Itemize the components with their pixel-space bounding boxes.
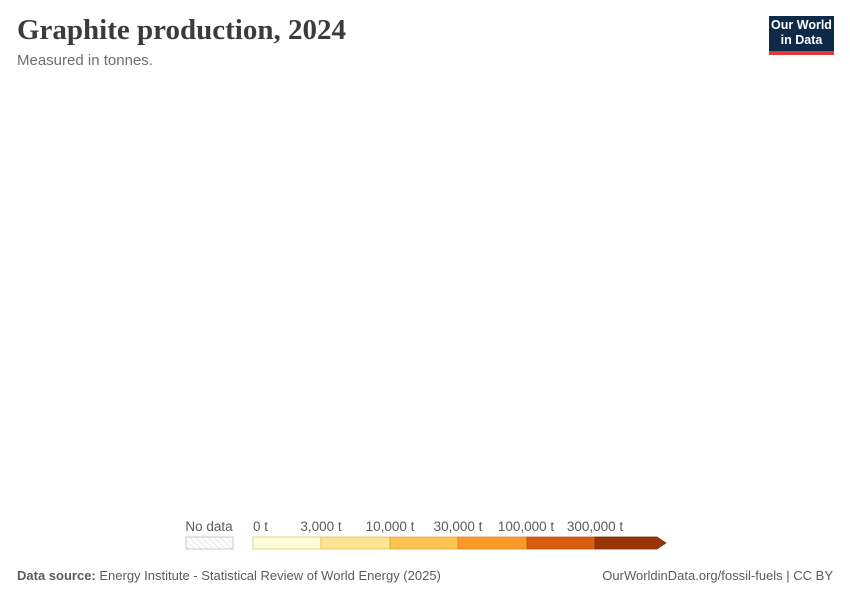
svg-text:3,000 t: 3,000 t	[300, 519, 342, 534]
svg-text:0 t: 0 t	[253, 519, 268, 534]
svg-text:100,000 t: 100,000 t	[498, 519, 555, 534]
svg-text:300,000 t: 300,000 t	[567, 519, 624, 534]
svg-text:30,000 t: 30,000 t	[434, 519, 483, 534]
svg-text:No data: No data	[185, 519, 233, 534]
svg-text:10,000 t: 10,000 t	[366, 519, 415, 534]
